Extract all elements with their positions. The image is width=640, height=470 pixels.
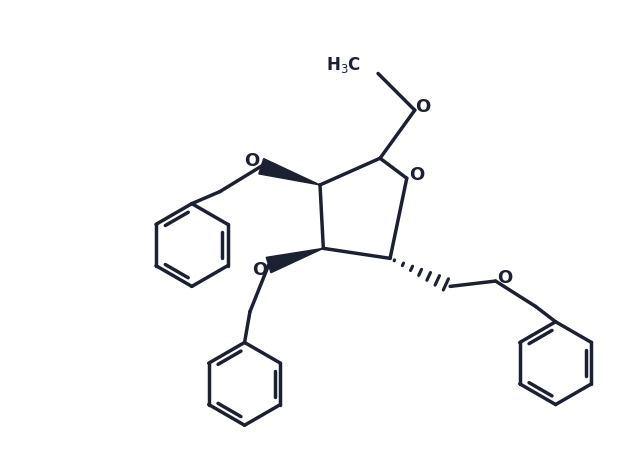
Text: O: O — [252, 261, 267, 279]
Text: O: O — [244, 152, 260, 170]
Text: H$_3$C: H$_3$C — [326, 55, 361, 75]
Polygon shape — [266, 248, 323, 273]
Polygon shape — [259, 158, 320, 185]
Text: O: O — [415, 98, 431, 116]
Text: O: O — [409, 166, 424, 184]
Text: O: O — [497, 269, 513, 287]
